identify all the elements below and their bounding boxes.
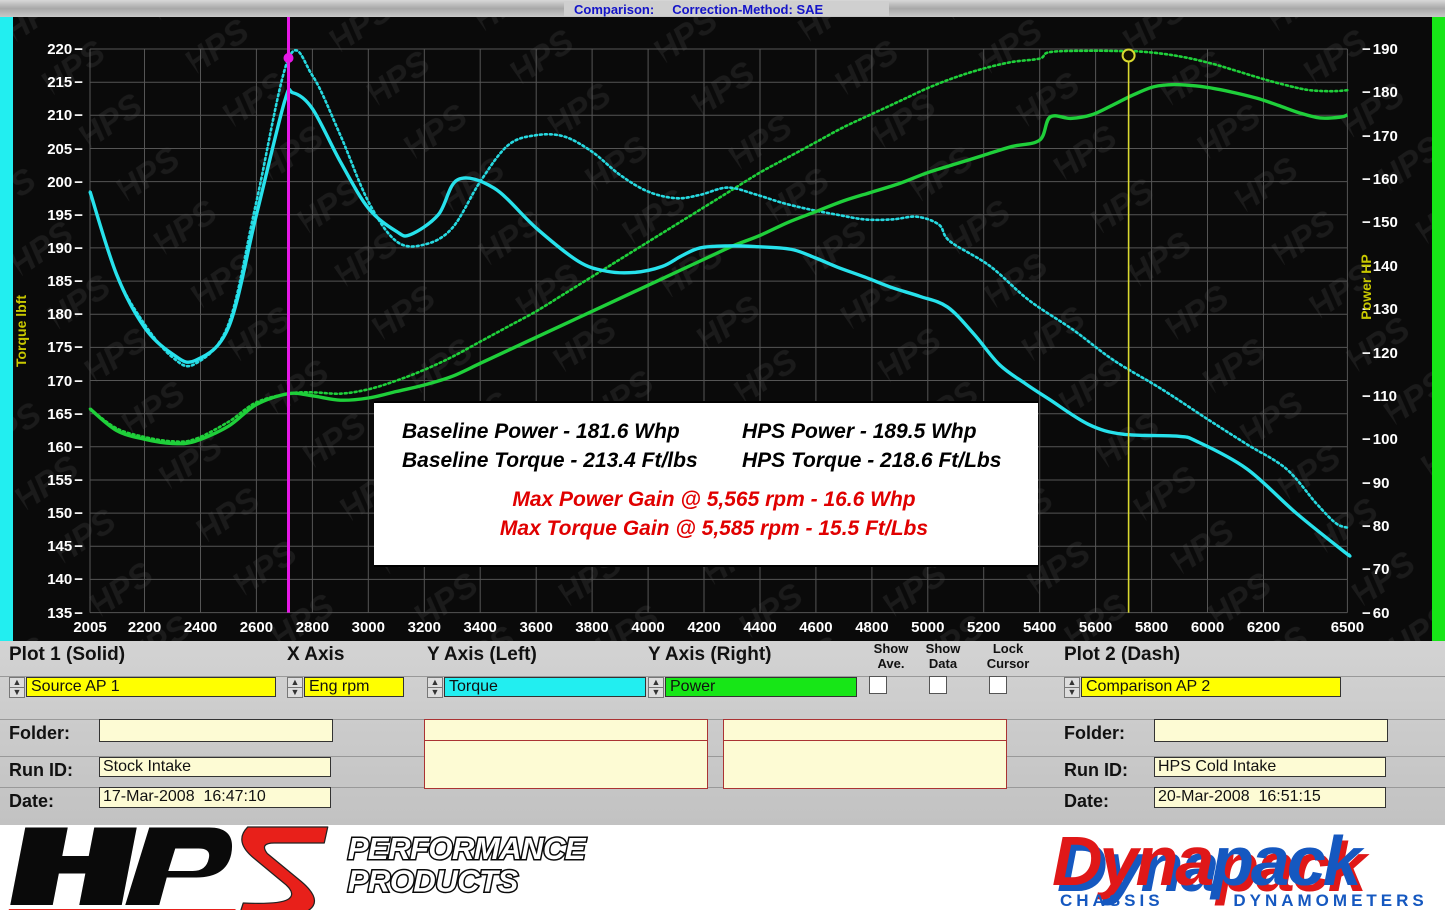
svg-text:PRODUCTS: PRODUCTS — [348, 864, 519, 899]
svg-text:PERFORMANCE: PERFORMANCE — [348, 831, 587, 866]
